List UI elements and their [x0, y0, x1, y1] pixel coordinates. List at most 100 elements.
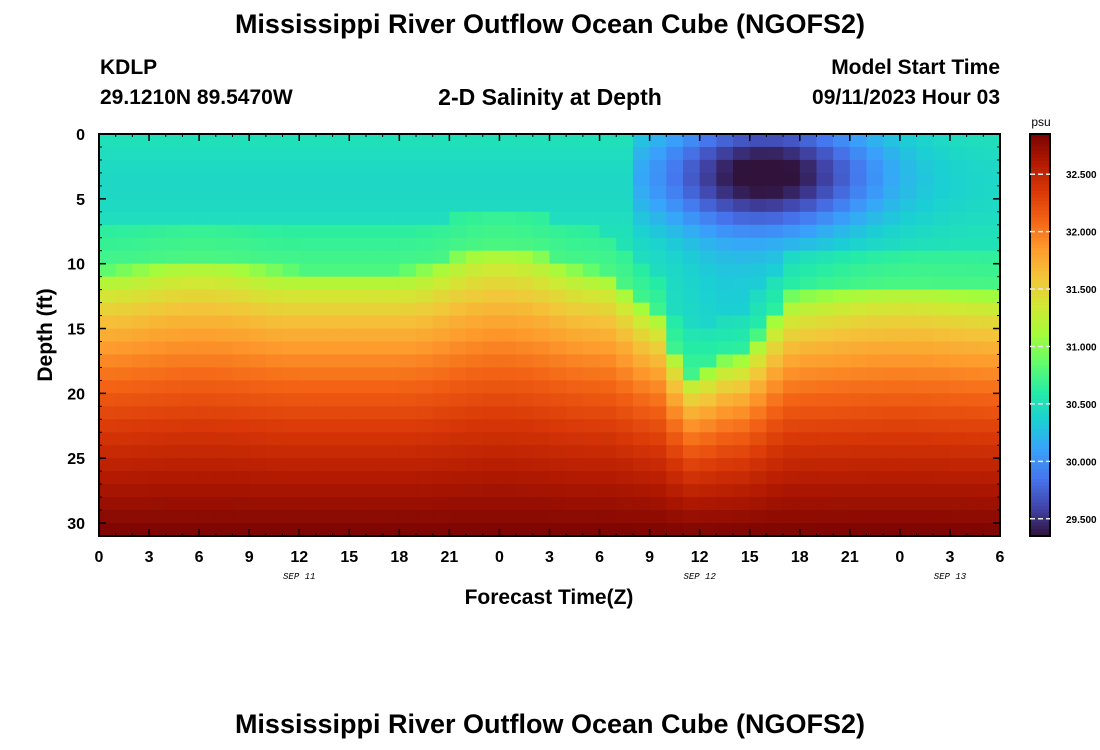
heatmap-cell [315, 198, 334, 213]
heatmap-cell [332, 458, 350, 472]
x-tick-label: 3 [145, 549, 154, 566]
heatmap-cell [649, 185, 667, 200]
heatmap-cell [933, 198, 951, 213]
heatmap-cell [799, 276, 818, 291]
heatmap-cell [899, 263, 918, 278]
station-id: KDLP [100, 56, 158, 79]
heatmap-cell [666, 250, 684, 265]
heatmap-cell [649, 406, 667, 420]
heatmap-cell [966, 328, 984, 343]
heatmap-cell [682, 224, 701, 239]
heatmap-cell [482, 510, 501, 524]
heatmap-cell [249, 302, 267, 317]
heatmap-cell [799, 146, 818, 161]
heatmap-cell [215, 172, 234, 187]
heatmap-cell [99, 237, 117, 252]
heatmap-cell [466, 497, 484, 511]
heatmap-cell [783, 289, 801, 304]
heatmap-cell [649, 198, 667, 213]
heatmap-cell [265, 419, 284, 433]
heatmap-cell [299, 250, 317, 265]
heatmap-cell [966, 406, 984, 420]
heatmap-cell [265, 159, 284, 174]
colorbar-step [1030, 438, 1050, 443]
heatmap-cell [365, 523, 384, 537]
colorbar-step [1030, 358, 1050, 363]
colorbar-step [1030, 435, 1050, 440]
heatmap-cell [783, 471, 801, 485]
heatmap-cell [382, 393, 400, 407]
heatmap-cell [99, 367, 117, 381]
heatmap-cell [783, 432, 801, 446]
heatmap-cell [299, 159, 317, 174]
heatmap-cell [966, 497, 984, 511]
colorbar-step [1030, 348, 1050, 353]
heatmap-cell [916, 134, 934, 148]
heatmap-cell [165, 211, 184, 226]
heatmap-cell [549, 302, 567, 317]
heatmap-cell [766, 172, 784, 187]
heatmap-cell [649, 484, 667, 498]
heatmap-cell [99, 328, 117, 343]
heatmap-cell [416, 419, 434, 433]
heatmap-cell [115, 328, 133, 343]
heatmap-cell [482, 185, 501, 200]
heatmap-cell [916, 393, 934, 407]
heatmap-cell [749, 134, 768, 148]
colorbar-step [1030, 495, 1050, 500]
heatmap-cell [983, 134, 1001, 148]
heatmap-cell [249, 276, 267, 291]
heatmap-cell [983, 497, 1001, 511]
heatmap-cell [933, 159, 951, 174]
heatmap-cell [532, 445, 551, 459]
heatmap-cell [215, 276, 234, 291]
heatmap-cell [132, 497, 150, 511]
heatmap-cell [616, 445, 634, 459]
heatmap-cell [432, 471, 450, 485]
heatmap-cell [399, 471, 417, 485]
heatmap-cell [249, 250, 267, 265]
heatmap-cell [883, 471, 901, 485]
heatmap-cell [365, 134, 384, 148]
heatmap-cell [799, 471, 818, 485]
heatmap-cell [232, 497, 250, 511]
heatmap-cell [182, 367, 200, 381]
x-tick-label: 18 [791, 549, 809, 566]
heatmap-cell [199, 328, 217, 343]
heatmap-cell [499, 393, 517, 407]
heatmap-cell [966, 380, 984, 394]
heatmap-cell [466, 159, 484, 174]
heatmap-cell [866, 237, 884, 252]
heatmap-cell [616, 134, 634, 148]
heatmap-cell [349, 523, 367, 537]
heatmap-cell [582, 484, 601, 498]
heatmap-cell [883, 146, 901, 161]
heatmap-cell [682, 328, 701, 343]
heatmap-cell [799, 250, 818, 265]
heatmap-cell [199, 341, 217, 356]
heatmap-cell [182, 354, 200, 369]
heatmap-cell [616, 302, 634, 317]
heatmap-cell [833, 380, 851, 394]
heatmap-cell [449, 302, 467, 317]
heatmap-cell [332, 211, 350, 226]
heatmap-cell [315, 458, 334, 472]
colorbar-step [1030, 469, 1050, 473]
heatmap-cell [265, 263, 284, 278]
heatmap-cell [115, 445, 133, 459]
heatmap-cell [883, 198, 901, 213]
heatmap-cell [516, 341, 534, 356]
heatmap-cell [365, 497, 384, 511]
heatmap-cell [949, 406, 968, 420]
heatmap-cell [916, 445, 934, 459]
heatmap-cell [799, 523, 818, 537]
heatmap-cell [766, 315, 784, 330]
heatmap-cell [249, 432, 267, 446]
heatmap-cell [516, 328, 534, 343]
heatmap-cell [899, 328, 918, 343]
heatmap-cell [249, 419, 267, 433]
heatmap-cell [315, 172, 334, 187]
colorbar-step [1030, 418, 1050, 423]
heatmap-cell [866, 289, 884, 304]
